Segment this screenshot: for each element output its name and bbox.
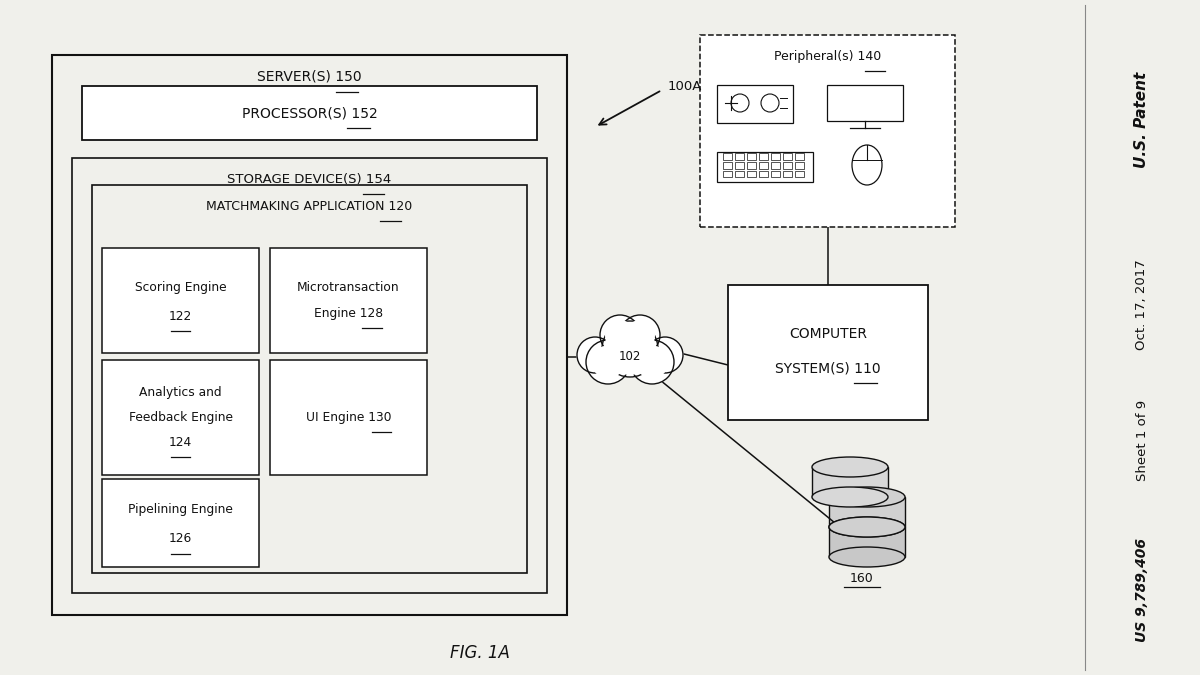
Text: 102: 102	[619, 350, 641, 364]
Text: Oct. 17, 2017: Oct. 17, 2017	[1135, 260, 1148, 350]
Bar	[728, 285, 928, 420]
Ellipse shape	[812, 487, 888, 507]
Bar	[72, 158, 547, 593]
Bar	[812, 467, 888, 497]
Bar	[52, 55, 568, 615]
Circle shape	[647, 337, 683, 373]
Text: Scoring Engine: Scoring Engine	[134, 281, 227, 294]
Text: Sheet 1 of 9: Sheet 1 of 9	[1135, 400, 1148, 481]
Bar	[270, 360, 427, 475]
Bar	[722, 162, 732, 169]
Text: SERVER(S) 150: SERVER(S) 150	[257, 70, 362, 84]
Text: 160: 160	[850, 572, 874, 585]
Circle shape	[605, 320, 635, 350]
Bar	[760, 171, 768, 177]
Bar	[827, 85, 904, 121]
Bar	[760, 162, 768, 169]
Bar	[796, 162, 804, 169]
Bar	[718, 85, 793, 123]
Text: 100A: 100A	[668, 80, 702, 94]
Ellipse shape	[812, 457, 888, 477]
Bar	[722, 153, 732, 160]
Bar	[784, 153, 792, 160]
Text: PROCESSOR(S) 152: PROCESSOR(S) 152	[241, 106, 377, 120]
Circle shape	[620, 315, 660, 355]
Ellipse shape	[829, 517, 905, 537]
Text: Feedback Engine: Feedback Engine	[128, 411, 233, 424]
Text: Pipelining Engine: Pipelining Engine	[128, 504, 233, 516]
Text: UI Engine 130: UI Engine 130	[306, 411, 391, 424]
Bar	[784, 162, 792, 169]
Bar	[760, 153, 768, 160]
Bar	[772, 162, 780, 169]
Ellipse shape	[829, 547, 905, 567]
Circle shape	[577, 337, 613, 373]
Circle shape	[600, 315, 640, 355]
Bar	[734, 153, 744, 160]
Text: Analytics and: Analytics and	[139, 386, 222, 399]
Bar	[92, 185, 527, 573]
Bar	[270, 248, 427, 353]
Text: 122: 122	[169, 310, 192, 323]
Bar	[748, 153, 756, 160]
Circle shape	[592, 346, 624, 379]
Text: US 9,789,406: US 9,789,406	[1135, 538, 1150, 642]
Circle shape	[636, 346, 668, 379]
Circle shape	[604, 323, 656, 375]
Bar	[718, 152, 814, 182]
Text: COMPUTER: COMPUTER	[790, 327, 868, 342]
Bar	[748, 162, 756, 169]
Bar	[102, 479, 259, 567]
Bar	[700, 35, 955, 227]
Circle shape	[610, 328, 650, 370]
Text: Peripheral(s) 140: Peripheral(s) 140	[774, 51, 881, 63]
Bar	[796, 171, 804, 177]
Text: STORAGE DEVICE(S) 154: STORAGE DEVICE(S) 154	[227, 173, 391, 186]
Ellipse shape	[852, 145, 882, 185]
Text: U.S. Patent: U.S. Patent	[1134, 72, 1150, 168]
Bar	[772, 153, 780, 160]
Text: FIG. 1A: FIG. 1A	[450, 644, 510, 662]
Text: Engine 128: Engine 128	[314, 307, 383, 320]
Text: 126: 126	[169, 533, 192, 545]
Circle shape	[630, 340, 674, 384]
Bar	[829, 497, 905, 527]
Circle shape	[602, 321, 658, 377]
Bar	[829, 527, 905, 557]
Bar	[772, 171, 780, 177]
Bar	[734, 171, 744, 177]
Bar	[82, 86, 538, 140]
Bar	[748, 171, 756, 177]
Ellipse shape	[829, 517, 905, 537]
Ellipse shape	[829, 487, 905, 507]
Text: MATCHMAKING APPLICATION 120: MATCHMAKING APPLICATION 120	[206, 200, 413, 213]
Circle shape	[586, 340, 630, 384]
Bar	[722, 171, 732, 177]
Text: 124: 124	[169, 436, 192, 449]
Circle shape	[625, 320, 655, 350]
Text: SYSTEM(S) 110: SYSTEM(S) 110	[775, 362, 881, 375]
Bar	[734, 162, 744, 169]
Bar	[102, 248, 259, 353]
Bar	[784, 171, 792, 177]
Bar	[796, 153, 804, 160]
Text: Microtransaction: Microtransaction	[298, 281, 400, 294]
Bar	[102, 360, 259, 475]
